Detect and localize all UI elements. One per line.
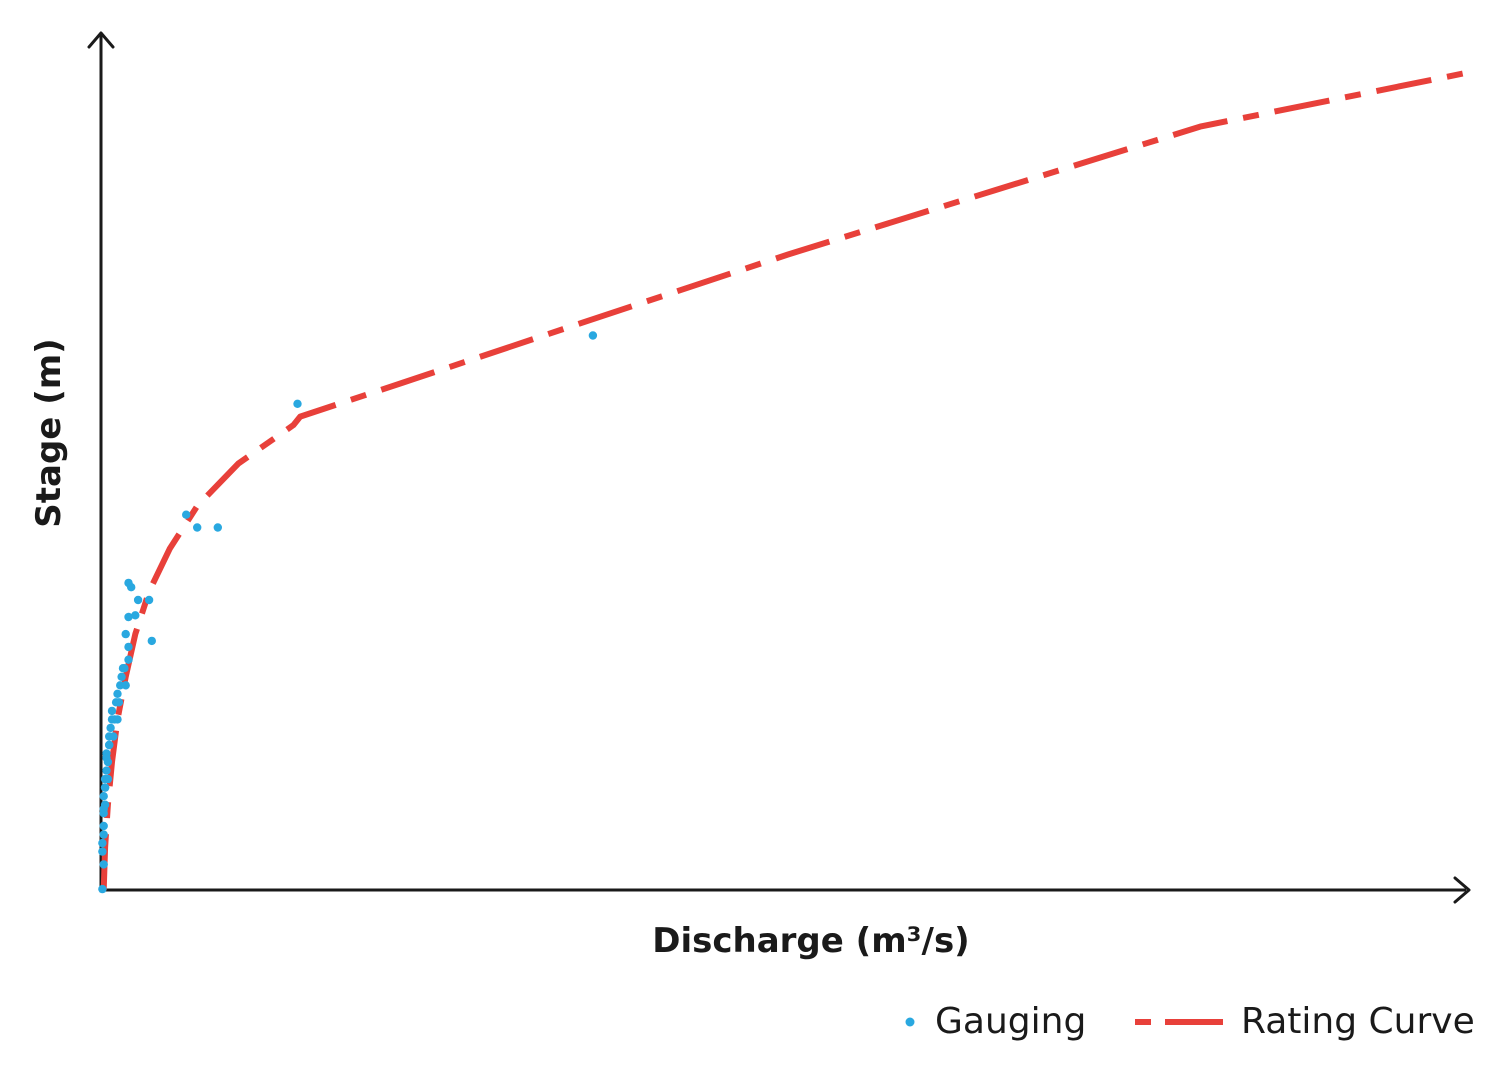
gauging-point <box>99 830 108 839</box>
axes <box>87 31 1471 904</box>
gauging-point <box>109 732 118 741</box>
gauging-point <box>99 821 108 831</box>
gauging-point <box>588 331 598 340</box>
legend: Gauging Rating Curve <box>905 1001 1475 1042</box>
legend-gauging-label: Gauging <box>935 1001 1086 1042</box>
gauging-point <box>124 578 133 588</box>
gauging-point <box>131 611 140 620</box>
rating-curve-layer <box>100 68 1476 891</box>
x-axis-arrow-icon <box>1453 876 1471 904</box>
y-axis-arrow-icon <box>87 31 115 49</box>
gauging-point <box>124 655 133 664</box>
gauging-point <box>213 523 222 532</box>
gauging-point <box>182 510 191 519</box>
gauging-point <box>124 612 133 622</box>
gauging-point <box>102 766 111 775</box>
gauging-point <box>121 681 130 690</box>
gauging-point <box>98 838 107 848</box>
gauging-point <box>147 636 156 646</box>
gauging-point <box>120 664 129 673</box>
legend-rating-curve-label: Rating Curve <box>1241 1001 1475 1042</box>
gauging-point <box>98 884 107 894</box>
gauging-point <box>121 629 130 639</box>
gauging-points-layer <box>98 331 598 894</box>
gauging-point <box>113 715 122 724</box>
gauging-point <box>117 672 126 681</box>
gauging-point <box>99 860 108 869</box>
gauging-point <box>124 642 133 652</box>
gauging-point <box>99 804 108 814</box>
gauging-point <box>103 774 113 784</box>
gauging-point <box>98 847 107 856</box>
gauging-point <box>193 523 202 532</box>
legend-gauging-marker <box>905 1017 915 1027</box>
gauging-point <box>113 689 122 698</box>
gauging-point <box>106 723 115 733</box>
gauging-point <box>99 792 108 801</box>
rating-curve-line <box>100 68 1476 891</box>
gauging-point <box>144 595 154 605</box>
gauging-point <box>100 783 110 792</box>
gauging-point <box>114 698 124 707</box>
gauging-point <box>105 740 114 750</box>
x-axis-label: Discharge (m³/s) <box>652 921 969 961</box>
gauging-point <box>102 753 111 762</box>
gauging-point <box>133 595 143 605</box>
y-axis-label: Stage (m) <box>29 338 69 527</box>
gauging-point <box>107 706 117 716</box>
gauging-point <box>293 399 302 408</box>
